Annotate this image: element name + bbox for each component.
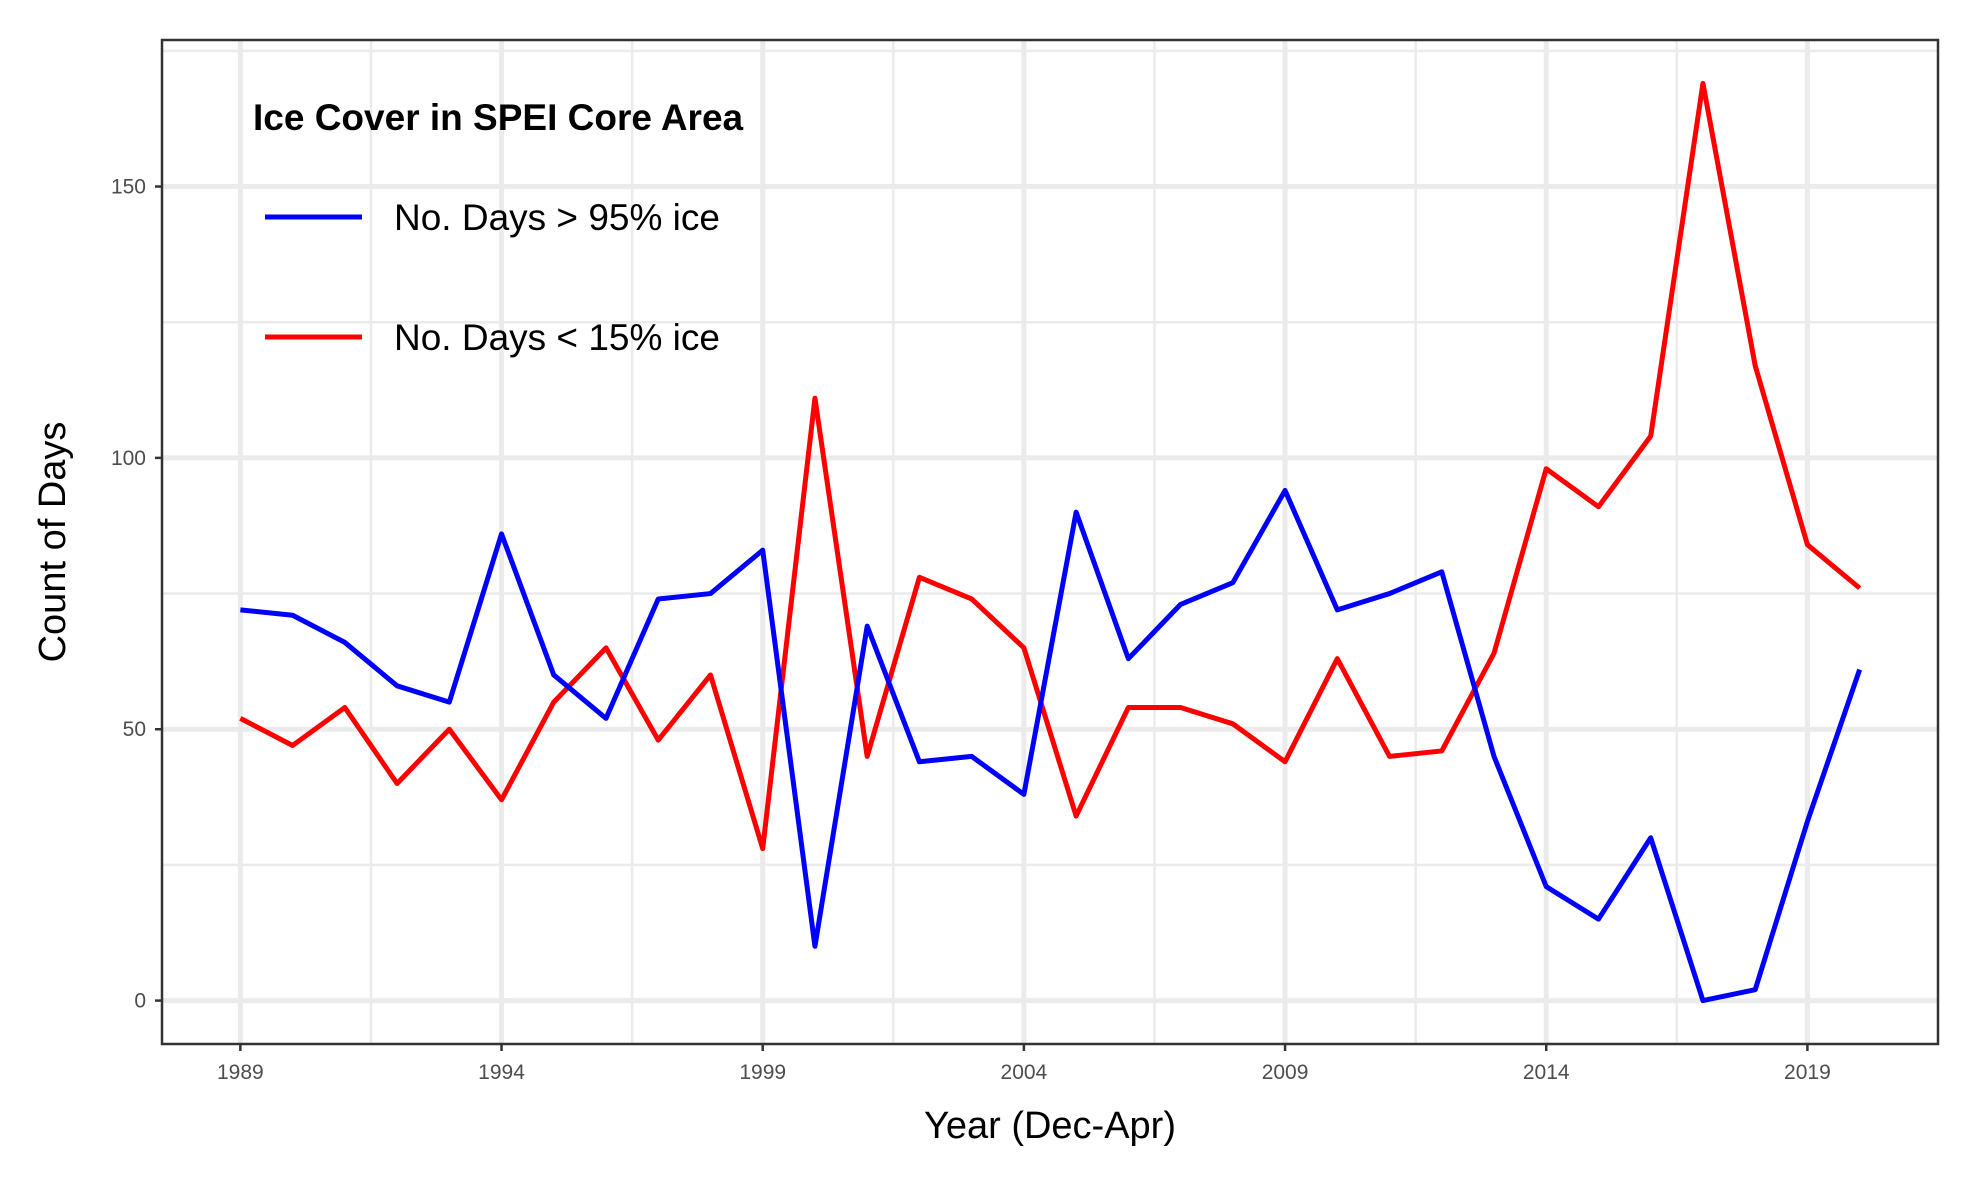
x-tick-label: 2004 xyxy=(1001,1061,1048,1084)
x-tick-label: 2009 xyxy=(1262,1061,1309,1084)
minor-gridlines-x xyxy=(369,40,1679,1044)
x-tick-label: 2019 xyxy=(1784,1061,1831,1084)
x-tick-label: 2014 xyxy=(1523,1061,1570,1084)
legend-label-above-95: No. Days > 95% ice xyxy=(394,197,720,238)
legend: Ice Cover in SPEI Core Area No. Days > 9… xyxy=(253,97,744,358)
major-gridlines-y xyxy=(162,184,1938,1004)
x-axis: 1989 1994 1999 2004 2009 2014 2019 xyxy=(217,1044,1831,1084)
x-tick-label: 1999 xyxy=(739,1061,786,1084)
x-tick-label: 1994 xyxy=(478,1061,525,1084)
x-tick-label: 1989 xyxy=(217,1061,264,1084)
series-line-below-15-ice xyxy=(239,80,1862,852)
y-axis-title: Count of Days xyxy=(32,422,74,663)
y-tick-label: 0 xyxy=(134,990,146,1013)
y-tick-label: 150 xyxy=(111,176,146,199)
x-axis-title: Year (Dec-Apr) xyxy=(924,1105,1176,1147)
series-lines xyxy=(239,80,1863,1004)
y-tick-label: 50 xyxy=(123,718,146,741)
y-axis: 0 50 100 150 xyxy=(111,176,162,1013)
y-tick-label: 100 xyxy=(111,447,146,470)
minor-gridlines-y xyxy=(162,49,1938,867)
legend-label-below-15: No. Days < 15% ice xyxy=(394,317,720,358)
series-line-above-95-ice xyxy=(240,487,1863,1004)
plot-panel-border xyxy=(160,38,1940,1046)
major-gridlines-x xyxy=(237,40,1810,1044)
legend-title: Ice Cover in SPEI Core Area xyxy=(253,97,744,138)
